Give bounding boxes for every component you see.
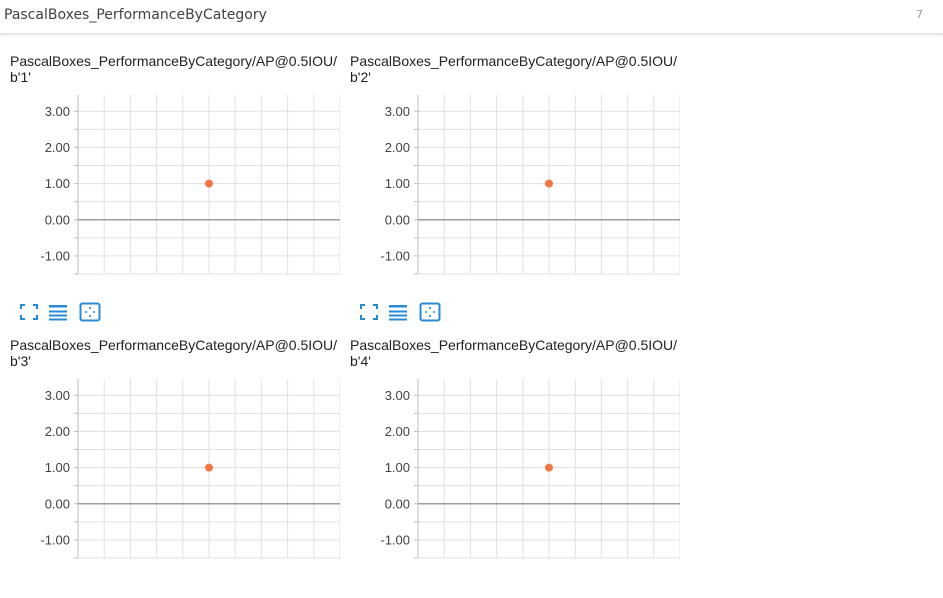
fit-domain-icon xyxy=(79,302,101,322)
chart-count-badge: 7 xyxy=(916,8,923,21)
y-tick-label: 2.00 xyxy=(45,424,70,439)
y-tick-label: -1.00 xyxy=(40,248,70,263)
data-point[interactable] xyxy=(205,463,213,472)
y-tick-label: 1.00 xyxy=(385,460,410,475)
data-point[interactable] xyxy=(545,179,553,188)
y-tick-label: 1.00 xyxy=(45,176,70,191)
chart-title: PascalBoxes_PerformanceByCategory/AP@0.5… xyxy=(10,337,338,369)
chart-title: PascalBoxes_PerformanceByCategory/AP@0.5… xyxy=(350,53,678,85)
y-tick-label: 2.00 xyxy=(385,140,410,155)
chart-card-2: PascalBoxes_PerformanceByCategory/AP@0.5… xyxy=(340,34,680,322)
chart-plot[interactable]: 3.00 2.00 1.00 0.00 -1.00 xyxy=(340,318,680,578)
data-point[interactable] xyxy=(205,179,213,188)
y-tick-label: 2.00 xyxy=(45,140,70,155)
y-tick-label: 2.00 xyxy=(385,424,410,439)
y-tick-label: 1.00 xyxy=(385,176,410,191)
chart-card-4: PascalBoxes_PerformanceByCategory/AP@0.5… xyxy=(340,318,680,598)
toggle-data-table-button[interactable] xyxy=(47,301,69,323)
chart-plot[interactable]: 3.00 2.00 1.00 0.00 -1.00 xyxy=(0,318,340,578)
y-tick-label: -1.00 xyxy=(380,248,410,263)
data-table-icon xyxy=(49,305,67,321)
y-tick-label: 0.00 xyxy=(385,496,410,511)
fit-domain-button[interactable] xyxy=(79,301,101,323)
y-tick-label: 0.00 xyxy=(45,496,70,511)
fullscreen-button[interactable] xyxy=(18,301,40,323)
y-tick-label: 0.00 xyxy=(385,212,410,227)
chart-plot[interactable]: 3.00 2.00 1.00 0.00 -1.00 xyxy=(0,34,340,294)
data-point[interactable] xyxy=(545,463,553,472)
fit-domain-icon xyxy=(419,302,441,322)
y-tick-label: 3.00 xyxy=(385,388,410,403)
y-tick-label: 3.00 xyxy=(385,104,410,119)
chart-title: PascalBoxes_PerformanceByCategory/AP@0.5… xyxy=(350,337,678,369)
y-tick-label: -1.00 xyxy=(380,532,410,547)
toggle-data-table-button[interactable] xyxy=(387,301,409,323)
chart-title: PascalBoxes_PerformanceByCategory/AP@0.5… xyxy=(10,53,338,85)
category-title: PascalBoxes_PerformanceByCategory xyxy=(4,7,267,23)
fit-domain-button[interactable] xyxy=(419,301,441,323)
y-tick-label: 3.00 xyxy=(45,388,70,403)
chart-card-3: PascalBoxes_PerformanceByCategory/AP@0.5… xyxy=(0,318,340,598)
y-tick-label: 1.00 xyxy=(45,460,70,475)
chart-card-1: PascalBoxes_PerformanceByCategory/AP@0.5… xyxy=(0,34,340,322)
category-header[interactable]: PascalBoxes_PerformanceByCategory 7 xyxy=(0,0,943,34)
data-table-icon xyxy=(389,305,407,321)
y-tick-label: 3.00 xyxy=(45,104,70,119)
y-tick-label: -1.00 xyxy=(40,532,70,547)
fullscreen-icon xyxy=(20,304,38,320)
fullscreen-button[interactable] xyxy=(358,301,380,323)
y-tick-label: 0.00 xyxy=(45,212,70,227)
chart-plot[interactable]: 3.00 2.00 1.00 0.00 -1.00 xyxy=(340,34,680,294)
fullscreen-icon xyxy=(360,304,378,320)
